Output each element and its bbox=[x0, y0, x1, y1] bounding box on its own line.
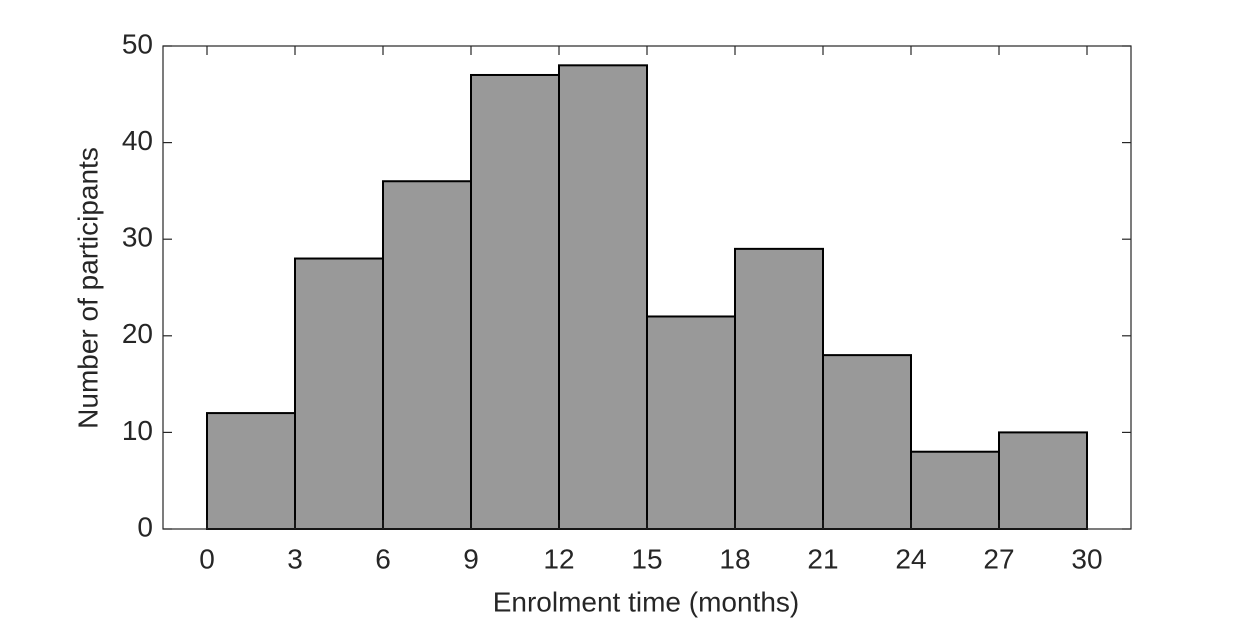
x-tick-label: 27 bbox=[983, 543, 1014, 574]
bar bbox=[470, 73, 560, 530]
y-tick-label: 10 bbox=[122, 415, 153, 446]
y-tick-label: 0 bbox=[137, 511, 153, 542]
x-tick-label: 3 bbox=[287, 543, 303, 574]
x-tick-label: 21 bbox=[807, 543, 838, 574]
bar bbox=[822, 354, 912, 530]
y-tick-label: 40 bbox=[122, 125, 153, 156]
x-tick-label: 18 bbox=[719, 543, 750, 574]
bar bbox=[998, 431, 1088, 530]
y-tick-label: 30 bbox=[122, 222, 153, 253]
bar bbox=[558, 64, 648, 530]
bar bbox=[206, 412, 296, 530]
x-tick-label: 24 bbox=[895, 543, 926, 574]
x-tick-label: 12 bbox=[543, 543, 574, 574]
bar bbox=[734, 247, 824, 531]
y-tick-label: 50 bbox=[122, 28, 153, 59]
bar bbox=[382, 180, 472, 531]
bar bbox=[646, 315, 736, 531]
x-tick-label: 0 bbox=[199, 543, 215, 574]
bar bbox=[910, 450, 1000, 530]
x-tick-label: 30 bbox=[1071, 543, 1102, 574]
x-tick-label: 15 bbox=[631, 543, 662, 574]
x-axis-label: Enrolment time (months) bbox=[493, 586, 800, 617]
bar bbox=[294, 257, 384, 530]
y-tick-label: 20 bbox=[122, 318, 153, 349]
y-axis-label: Number of participants bbox=[72, 147, 103, 429]
x-tick-label: 9 bbox=[463, 543, 479, 574]
x-tick-label: 6 bbox=[375, 543, 391, 574]
